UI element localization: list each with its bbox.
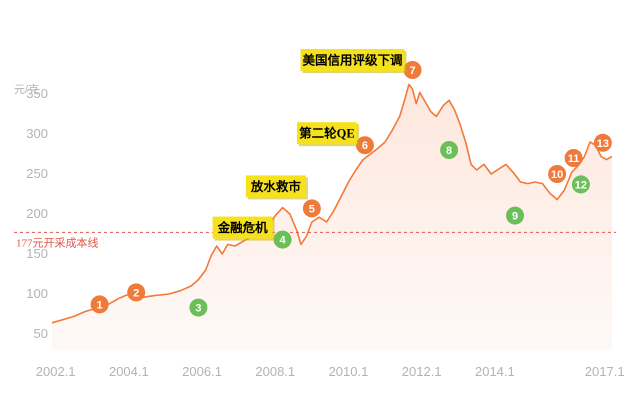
x-tick-label: 2017.1 — [585, 364, 625, 379]
y-tick-label: 250 — [26, 166, 48, 181]
x-tick-label: 2002.1 — [36, 364, 76, 379]
event-marker-number: 2 — [133, 287, 139, 299]
event-marker — [90, 295, 109, 314]
annotation-box — [300, 49, 405, 71]
event-marker-number: 10 — [551, 169, 563, 181]
event-marker — [189, 298, 208, 317]
event-marker — [355, 136, 374, 155]
event-marker — [548, 165, 567, 183]
x-tick-label: 2010.1 — [329, 364, 369, 379]
reference-line-label: 177元开采成本线 — [16, 235, 99, 249]
event-marker — [440, 141, 459, 159]
event-marker-number: 5 — [309, 203, 315, 215]
event-marker-number: 13 — [597, 138, 609, 150]
event-marker — [403, 61, 422, 79]
price-line — [51, 83, 613, 324]
event-marker-number: 12 — [575, 179, 587, 191]
event-marker — [273, 230, 292, 249]
annotation-box — [212, 216, 273, 239]
x-tick-label: 2004.1 — [109, 364, 149, 379]
y-tick-label: 350 — [26, 86, 48, 101]
x-tick-label: 2008.1 — [255, 364, 295, 379]
event-marker-number: 6 — [362, 140, 368, 152]
y-tick-label: 300 — [26, 126, 48, 141]
y-tick-label: 150 — [26, 246, 48, 261]
event-marker-number: 1 — [97, 299, 103, 311]
x-tick-label: 2012.1 — [402, 364, 442, 379]
annotation-label: 金融危机 — [217, 220, 269, 235]
event-marker — [127, 283, 146, 302]
price-area — [52, 84, 612, 351]
event-marker-number: 4 — [280, 235, 287, 247]
y-tick-label: 200 — [26, 206, 48, 221]
event-marker-number: 7 — [409, 65, 415, 77]
event-marker — [593, 133, 612, 152]
event-marker-number: 8 — [446, 145, 452, 157]
event-marker — [564, 149, 583, 167]
annotation-label: 第二轮QE — [299, 126, 355, 141]
x-tick-label: 2014.1 — [475, 364, 515, 379]
x-tick-label: 2006.1 — [182, 364, 222, 379]
y-tick-label: 100 — [26, 286, 48, 301]
event-marker-number: 3 — [195, 303, 201, 315]
annotation-box — [245, 175, 306, 198]
annotation-label: 美国信用评级下调 — [303, 53, 403, 68]
event-marker-number: 9 — [512, 211, 518, 223]
annotation-box — [296, 122, 357, 145]
event-marker — [302, 199, 321, 218]
event-marker — [506, 206, 525, 225]
event-marker — [571, 175, 590, 194]
y-tick-label: 50 — [34, 326, 48, 341]
y-axis-unit-label: 元/克 — [14, 83, 39, 96]
event-marker-number: 11 — [568, 153, 580, 165]
annotation-label: 放水救市 — [250, 179, 302, 194]
